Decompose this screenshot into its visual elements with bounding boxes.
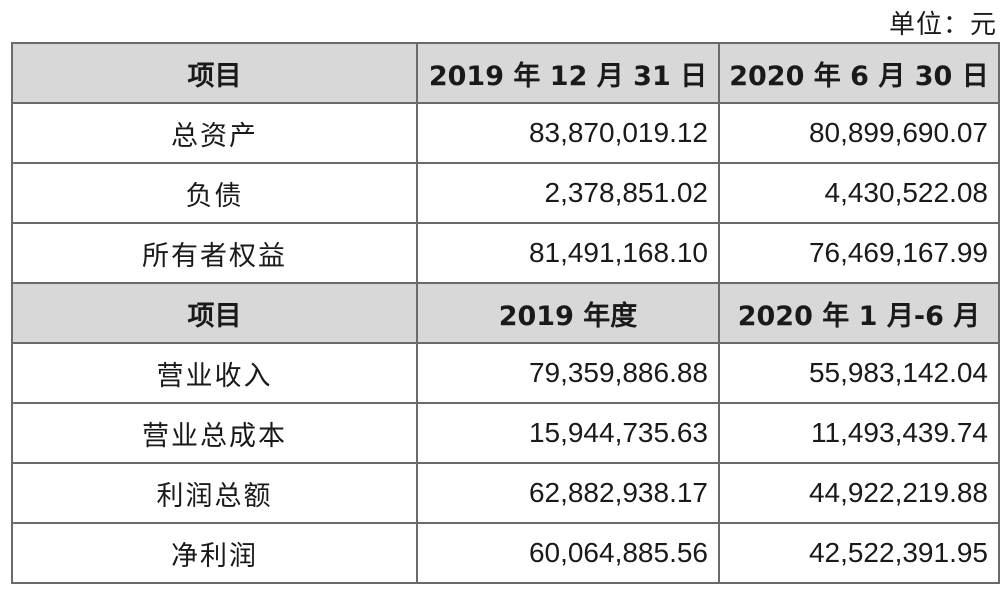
table-row: 所有者权益 81,491,168.10 76,469,167.99: [11, 222, 1000, 284]
row-label: 净利润: [11, 522, 418, 584]
row-value-2019: 15,944,735.63: [416, 402, 720, 464]
row-value-2020: 42,522,391.95: [718, 522, 1000, 584]
header-period-2019: 2019 年度: [416, 282, 720, 344]
table-row: 营业总成本 15,944,735.63 11,493,439.74: [11, 402, 1000, 464]
row-label: 负债: [11, 162, 418, 224]
row-label: 总资产: [11, 102, 418, 164]
row-value-2019: 81,491,168.10: [416, 222, 720, 284]
unit-label: 单位：元: [888, 10, 997, 40]
header-row-income: 项目 2019 年度 2020 年 1 月-6 月: [11, 282, 1000, 344]
row-value-2019: 2,378,851.02: [416, 162, 720, 224]
row-value-2020: 11,493,439.74: [718, 402, 1000, 464]
row-value-2019: 62,882,938.17: [416, 462, 720, 524]
row-value-2020: 76,469,167.99: [718, 222, 1000, 284]
header-date-2019: 2019 年 12 月 31 日: [416, 42, 720, 104]
row-value-2020: 80,899,690.07: [718, 102, 1000, 164]
row-label: 所有者权益: [11, 222, 418, 284]
row-label: 利润总额: [11, 462, 418, 524]
row-value-2020: 55,983,142.04: [718, 342, 1000, 404]
table-row: 总资产 83,870,019.12 80,899,690.07: [11, 102, 1000, 164]
financial-table: 项目 2019 年 12 月 31 日 2020 年 6 月 30 日 总资产 …: [11, 42, 1000, 584]
row-value-2019: 79,359,886.88: [416, 342, 720, 404]
row-label: 营业收入: [11, 342, 418, 404]
row-value-2019: 60,064,885.56: [416, 522, 720, 584]
row-value-2020: 44,922,219.88: [718, 462, 1000, 524]
header-date-2020: 2020 年 6 月 30 日: [718, 42, 1000, 104]
row-value-2020: 4,430,522.08: [718, 162, 1000, 224]
table-row: 利润总额 62,882,938.17 44,922,219.88: [11, 462, 1000, 524]
header-item: 项目: [11, 282, 418, 344]
header-item: 项目: [11, 42, 418, 104]
table-row: 净利润 60,064,885.56 42,522,391.95: [11, 522, 1000, 584]
table-row: 营业收入 79,359,886.88 55,983,142.04: [11, 342, 1000, 404]
header-row-balance: 项目 2019 年 12 月 31 日 2020 年 6 月 30 日: [11, 42, 1000, 104]
row-label: 营业总成本: [11, 402, 418, 464]
table-row: 负债 2,378,851.02 4,430,522.08: [11, 162, 1000, 224]
row-value-2019: 83,870,019.12: [416, 102, 720, 164]
header-period-2020: 2020 年 1 月-6 月: [718, 282, 1000, 344]
